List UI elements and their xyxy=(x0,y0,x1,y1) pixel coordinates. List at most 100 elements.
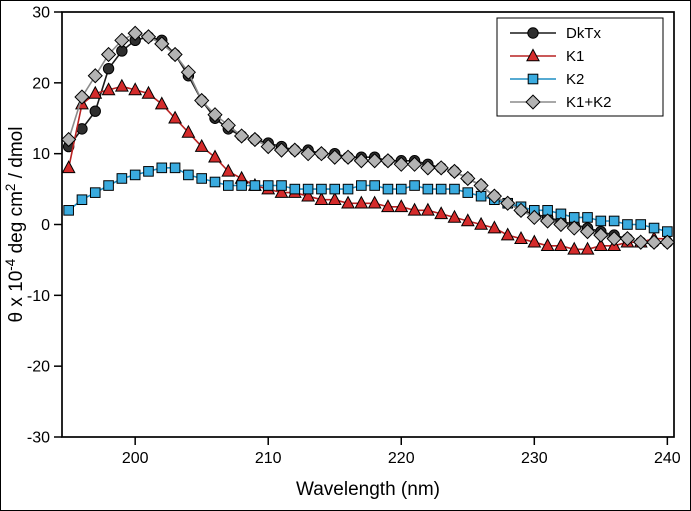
triangle-marker-icon xyxy=(101,82,116,96)
square-marker-icon xyxy=(382,183,394,195)
square-marker-icon xyxy=(422,183,434,195)
square-marker-icon xyxy=(635,219,647,230)
triangle-marker-icon xyxy=(354,195,369,209)
diamond-marker-icon xyxy=(140,29,157,45)
y-tick-label: 30 xyxy=(32,5,50,22)
triangle-marker-icon xyxy=(553,238,568,252)
square-marker-icon xyxy=(236,180,247,191)
triangle-marker-icon xyxy=(567,241,582,255)
legend-label: DkTx xyxy=(566,25,601,42)
diamond-marker-icon xyxy=(234,128,250,144)
triangle-marker-icon xyxy=(341,195,355,209)
diamond-marker-icon xyxy=(433,160,449,176)
diamond-marker-icon xyxy=(353,153,369,169)
diamond-marker-icon xyxy=(633,234,649,250)
diamond-marker-icon xyxy=(500,195,516,211)
diamond-marker-icon xyxy=(300,146,316,162)
triangle-marker-icon xyxy=(580,241,595,255)
triangle-marker-icon xyxy=(381,199,395,213)
x-axis-title: Wavelength (nm) xyxy=(296,479,440,500)
diamond-marker-icon xyxy=(114,32,130,48)
square-marker-icon xyxy=(622,219,633,230)
triangle-marker-icon xyxy=(487,220,502,234)
square-marker-icon xyxy=(249,180,261,191)
triangle-marker-icon xyxy=(88,85,103,99)
legend-label: K1+K2 xyxy=(566,94,611,111)
diamond-marker-icon xyxy=(460,170,476,187)
square-marker-icon xyxy=(449,183,460,195)
square-marker-icon xyxy=(156,162,168,174)
diamond-marker-icon xyxy=(220,117,236,133)
triangle-marker-icon xyxy=(128,82,143,96)
triangle-marker-icon xyxy=(447,209,462,223)
square-marker-icon xyxy=(262,180,274,191)
square-marker-icon xyxy=(435,183,447,195)
diamond-marker-icon xyxy=(513,202,529,218)
x-tick-label: 240 xyxy=(654,450,681,467)
x-tick-label: 220 xyxy=(388,450,415,467)
diamond-marker-icon xyxy=(659,234,675,250)
triangle-marker-icon xyxy=(434,206,449,220)
square-marker-icon xyxy=(356,180,367,191)
square-marker-icon xyxy=(608,215,620,227)
diamond-marker-icon xyxy=(606,231,622,247)
square-marker-icon xyxy=(223,180,234,191)
triangle-marker-icon xyxy=(367,195,382,209)
y-tick-label: 0 xyxy=(41,217,50,234)
square-marker-icon xyxy=(103,180,114,191)
diamond-marker-icon xyxy=(446,163,463,179)
square-marker-icon xyxy=(527,73,539,85)
triangle-marker-icon xyxy=(407,202,422,216)
triangle-marker-icon xyxy=(61,160,76,174)
triangle-marker-icon xyxy=(394,199,409,213)
series-K1plusK2 xyxy=(61,25,675,250)
triangle-marker-icon xyxy=(221,163,236,177)
square-marker-icon xyxy=(302,183,314,195)
diamond-marker-icon xyxy=(540,213,556,229)
square-marker-icon xyxy=(76,194,88,206)
square-marker-icon xyxy=(289,183,301,195)
square-marker-icon xyxy=(595,215,607,227)
diamond-marker-icon xyxy=(247,131,263,148)
diamond-marker-icon xyxy=(486,188,502,204)
square-marker-icon xyxy=(89,187,101,198)
diamond-marker-icon xyxy=(273,142,290,158)
diamond-marker-icon xyxy=(87,68,103,84)
diamond-marker-icon xyxy=(154,36,170,52)
square-marker-icon xyxy=(169,162,181,174)
triangle-marker-icon xyxy=(327,192,342,206)
triangle-marker-icon xyxy=(114,78,129,92)
series-line xyxy=(67,85,668,251)
legend-box xyxy=(496,17,664,117)
diamond-marker-icon xyxy=(327,149,343,165)
diamond-marker-icon xyxy=(100,46,117,63)
diamond-marker-icon xyxy=(167,46,183,63)
diamond-marker-icon xyxy=(473,177,489,194)
diamond-marker-icon xyxy=(367,153,383,169)
diamond-marker-icon xyxy=(393,156,409,172)
y-axis-title: θ x 10-4 deg cm2 / dmol xyxy=(3,127,27,323)
diamond-marker-icon xyxy=(553,216,569,233)
triangle-marker-icon xyxy=(474,216,489,230)
triangle-marker-icon xyxy=(208,149,222,163)
diamond-marker-icon xyxy=(287,142,303,158)
diamond-marker-icon xyxy=(194,92,210,109)
diamond-marker-icon xyxy=(127,25,143,41)
diamond-marker-icon xyxy=(593,227,609,243)
square-marker-icon xyxy=(582,212,593,223)
y-tick-label: -30 xyxy=(27,430,50,447)
triangle-marker-icon xyxy=(141,85,156,99)
diamond-marker-icon xyxy=(260,138,276,155)
series-line xyxy=(68,35,668,243)
x-tick-label: 230 xyxy=(521,450,548,467)
square-marker-icon xyxy=(129,169,141,181)
y-tick-label: 20 xyxy=(32,75,50,92)
triangle-marker-icon xyxy=(540,238,555,252)
legend: DkTx K1 K2 K1+K2 xyxy=(496,17,664,117)
triangle-marker-icon xyxy=(420,202,435,216)
series-line xyxy=(68,167,668,233)
diamond-marker-icon xyxy=(525,94,541,110)
diamond-marker-icon xyxy=(406,156,423,172)
square-marker-icon xyxy=(209,176,221,188)
